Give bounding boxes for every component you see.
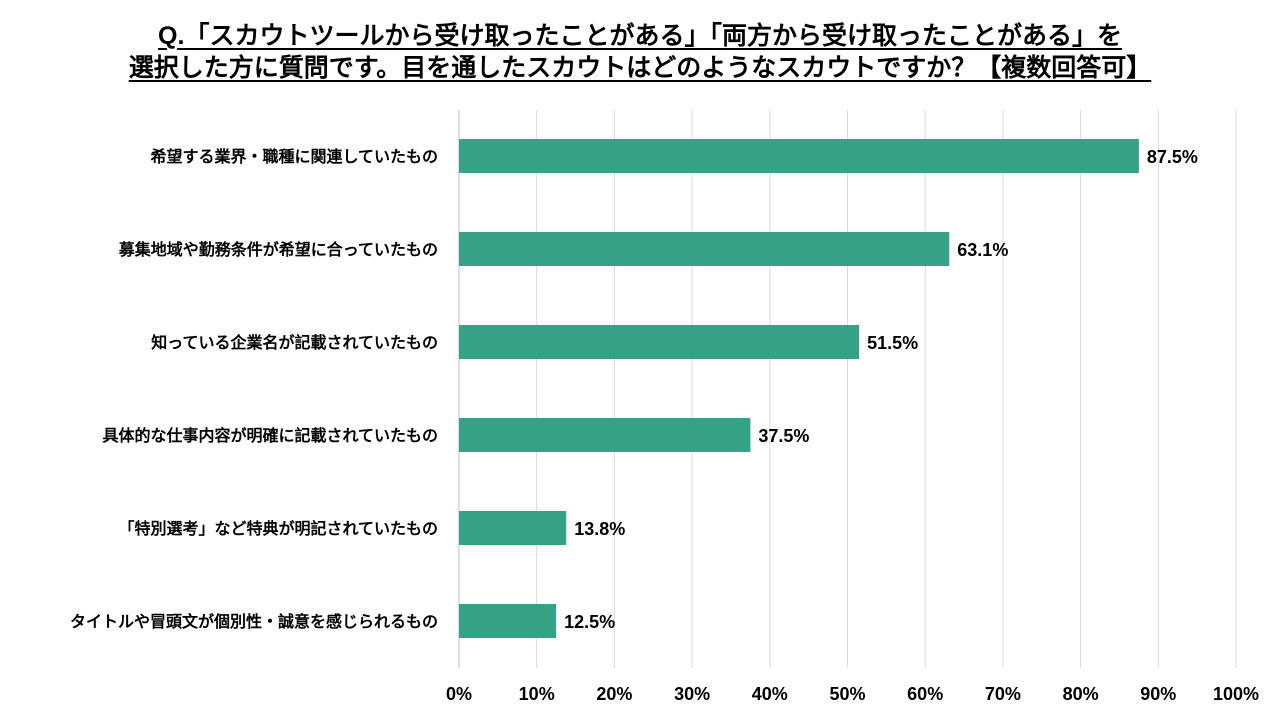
bar	[459, 511, 567, 545]
x-tick-label: 60%	[907, 684, 943, 704]
category-label: 知っている企業名が記載されていたもの	[151, 333, 438, 352]
data-label: 63.1%	[957, 240, 1008, 260]
x-tick-label: 50%	[829, 684, 865, 704]
chart-title-line-2: 選択した方に質問です。目を通したスカウトはどのようなスカウトですか？【複数回答可…	[128, 54, 1152, 82]
bar	[459, 232, 950, 266]
x-tick-label: 10%	[519, 684, 555, 704]
x-tick-label: 100%	[1213, 684, 1259, 704]
category-label: 「特別選考」など特典が明記されていたもの	[118, 519, 438, 538]
x-tick-label: 20%	[596, 684, 632, 704]
x-tick-label: 80%	[1063, 684, 1099, 704]
chart-title-line-1: Q.「スカウトツールから受け取ったことがある」「両方から受け取ったことがある」を	[158, 22, 1122, 50]
data-label: 12.5%	[564, 612, 615, 632]
category-label: タイトルや冒頭文が個別性・誠意を感じられるもの	[70, 612, 438, 631]
category-label: 具体的な仕事内容が明確に記載されていたもの	[102, 426, 438, 445]
x-tick-label: 0%	[446, 684, 472, 704]
data-label: 37.5%	[758, 426, 809, 446]
x-tick-label: 90%	[1140, 684, 1176, 704]
category-label: 希望する業界・職種に関連していたもの	[150, 147, 438, 166]
x-tick-label: 40%	[752, 684, 788, 704]
data-label: 13.8%	[574, 519, 625, 539]
bar	[459, 604, 557, 638]
data-label: 87.5%	[1147, 147, 1198, 167]
x-tick-label: 30%	[674, 684, 710, 704]
bar	[459, 325, 860, 359]
bar	[459, 418, 751, 452]
bar	[459, 139, 1139, 173]
category-label: 募集地域や勤務条件が希望に合っていたもの	[118, 240, 438, 259]
x-tick-label: 70%	[985, 684, 1021, 704]
data-label: 51.5%	[867, 333, 918, 353]
